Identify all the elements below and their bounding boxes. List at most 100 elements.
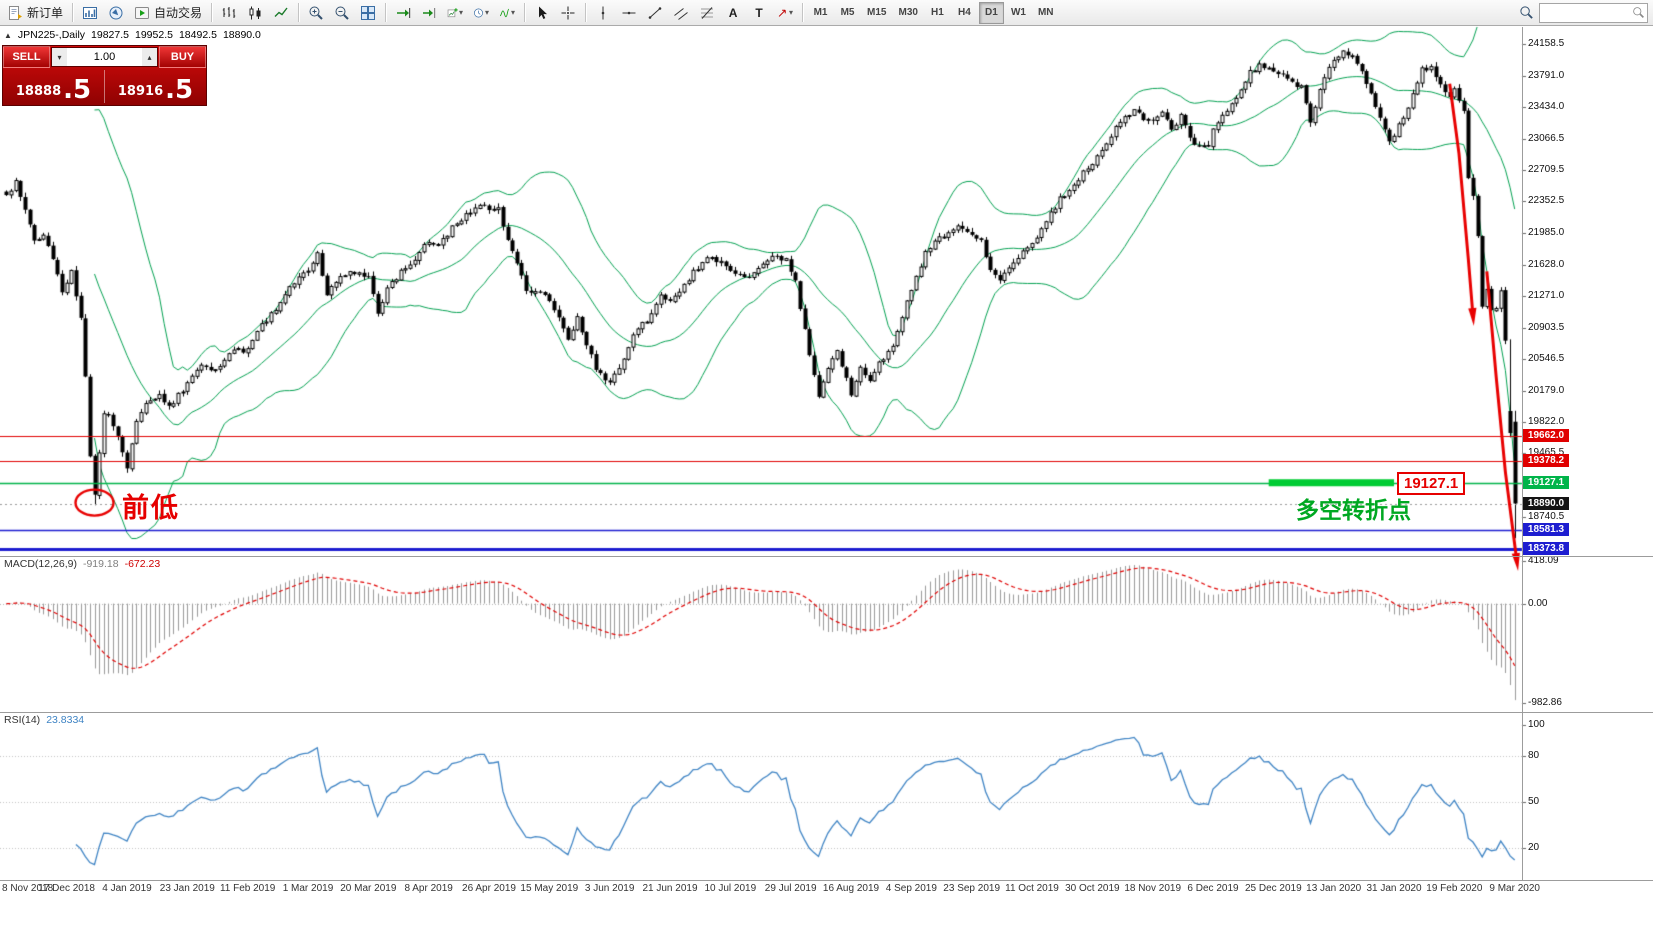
trendline-button[interactable] xyxy=(643,2,667,24)
indicators-button[interactable]: ▾ xyxy=(495,2,519,24)
toolbar-separator xyxy=(524,3,526,22)
sell-button[interactable]: SELL xyxy=(3,46,50,68)
new-chart-button[interactable]: ▾ xyxy=(443,2,467,24)
chart-shift-button[interactable] xyxy=(417,2,441,24)
pane-separator xyxy=(0,880,1653,881)
market-watch-button[interactable] xyxy=(78,2,102,24)
expand-icon[interactable]: ▲ xyxy=(4,30,12,40)
new-order-icon xyxy=(9,5,22,20)
symbol-period-label: JPN225-,Daily xyxy=(17,29,86,41)
auto-scroll-icon xyxy=(397,7,411,18)
search-box xyxy=(1539,2,1648,23)
toolbar-right-group xyxy=(1513,2,1648,24)
candles-chart-button[interactable] xyxy=(243,2,267,24)
tile-windows-icon xyxy=(361,5,376,20)
macd-value: -919.18 xyxy=(82,558,119,570)
buy-price-main: 18916 xyxy=(117,84,164,99)
search-input[interactable] xyxy=(1542,4,1632,21)
macd-name: MACD(12,26,9) xyxy=(4,558,77,570)
new-chart-icon xyxy=(447,7,458,17)
turning-point-annotation: 多空转折点 xyxy=(1296,497,1411,523)
buy-price-pips: .5 xyxy=(165,75,194,105)
volume-input[interactable] xyxy=(67,48,142,66)
toolbar-separator xyxy=(72,3,74,22)
timeframe-m30-button[interactable]: M30 xyxy=(893,2,922,24)
toolbar-separator xyxy=(385,3,387,22)
crosshair-button[interactable] xyxy=(556,2,580,24)
horizontal-line-icon xyxy=(622,11,636,14)
trade-panel-top-row: SELL ▾ ▴ BUY xyxy=(3,46,206,68)
volume-up-button[interactable]: ▴ xyxy=(142,48,157,66)
bars-chart-button[interactable] xyxy=(217,2,241,24)
bar-chart-icon xyxy=(222,6,236,18)
timeframe-mn-button[interactable]: MN xyxy=(1033,2,1059,24)
prev-low-annotation: 前低 xyxy=(122,493,180,523)
low-value: 18492.5 xyxy=(178,29,217,41)
periods-button[interactable]: ▾ xyxy=(469,2,493,24)
trendline-icon xyxy=(648,6,662,19)
rsi-value: 23.8334 xyxy=(46,714,85,726)
crosshair-icon xyxy=(561,6,575,19)
market-watch-icon xyxy=(83,6,98,19)
zoom-out-button[interactable] xyxy=(330,2,354,24)
navigator-button[interactable] xyxy=(104,2,128,24)
chevron-down-icon: ▾ xyxy=(485,8,490,17)
auto-scroll-button[interactable] xyxy=(391,2,415,24)
cursor-button[interactable] xyxy=(530,2,554,24)
autotrading-button[interactable]: 自动交易 xyxy=(130,2,206,24)
timeframe-m5-button[interactable]: M5 xyxy=(835,2,860,24)
price-divider xyxy=(104,70,105,103)
arrows-tool-button[interactable]: ▾ xyxy=(773,2,797,24)
volume-down-button[interactable]: ▾ xyxy=(52,48,67,66)
pane-separator[interactable] xyxy=(0,556,1653,557)
zoom-in-button[interactable] xyxy=(304,2,328,24)
cursor-icon xyxy=(539,6,548,19)
toolbar-separator xyxy=(211,3,213,22)
toolbar-separator xyxy=(802,3,804,22)
arrow-tool-icon xyxy=(778,9,786,17)
open-value: 19827.5 xyxy=(91,29,129,41)
one-click-trading-panel: SELL ▾ ▴ BUY 18888 .5 18916 .5 xyxy=(2,45,207,106)
timeframe-m1-button[interactable]: M1 xyxy=(808,2,833,24)
chart-shift-icon xyxy=(423,7,436,18)
buy-price[interactable]: 18916 .5 xyxy=(105,68,206,105)
sell-price[interactable]: 18888 .5 xyxy=(3,68,104,105)
pane-separator[interactable] xyxy=(0,712,1653,713)
zoom-in-icon xyxy=(309,6,323,20)
new-order-button[interactable]: 新订单 xyxy=(3,2,67,24)
line-chart-button[interactable] xyxy=(269,2,293,24)
channel-button[interactable] xyxy=(669,2,693,24)
timeframe-h1-button[interactable]: H1 xyxy=(925,2,950,24)
search-icon[interactable] xyxy=(1632,6,1645,19)
timeframe-h4-button[interactable]: H4 xyxy=(952,2,977,24)
buy-button[interactable]: BUY xyxy=(159,46,206,68)
indicators-icon xyxy=(499,8,510,17)
tile-windows-button[interactable] xyxy=(356,2,380,24)
label-tool-button[interactable]: T xyxy=(747,2,771,24)
price-axis-border xyxy=(1522,27,1523,880)
timeframe-w1-button[interactable]: W1 xyxy=(1006,2,1031,24)
toolbar: 新订单 自动交易 xyxy=(0,0,1653,26)
toolbar-separator xyxy=(585,3,587,22)
chevron-down-icon: ▾ xyxy=(511,8,516,17)
fibonacci-button[interactable] xyxy=(695,2,719,24)
text-tool-button[interactable]: A xyxy=(721,2,745,24)
chevron-down-icon: ▾ xyxy=(459,8,464,17)
horizontal-line-button[interactable] xyxy=(617,2,641,24)
text-tool-icon: A xyxy=(728,5,738,20)
level-price-label: 19127.1 xyxy=(1397,472,1466,495)
line-chart-icon xyxy=(274,7,288,17)
vertical-line-button[interactable] xyxy=(591,2,615,24)
timeframe-d1-button[interactable]: D1 xyxy=(978,1,1004,24)
clock-icon xyxy=(474,8,483,17)
autotrading-icon xyxy=(135,6,150,19)
timeframe-m15-button[interactable]: M15 xyxy=(862,2,891,24)
chevron-down-icon: ▾ xyxy=(789,8,794,17)
symbol-search-button[interactable] xyxy=(1514,2,1538,24)
new-order-label: 新订单 xyxy=(27,6,64,20)
search-icon xyxy=(1519,6,1533,19)
vertical-line-icon xyxy=(601,6,605,19)
autotrading-label: 自动交易 xyxy=(154,6,203,20)
